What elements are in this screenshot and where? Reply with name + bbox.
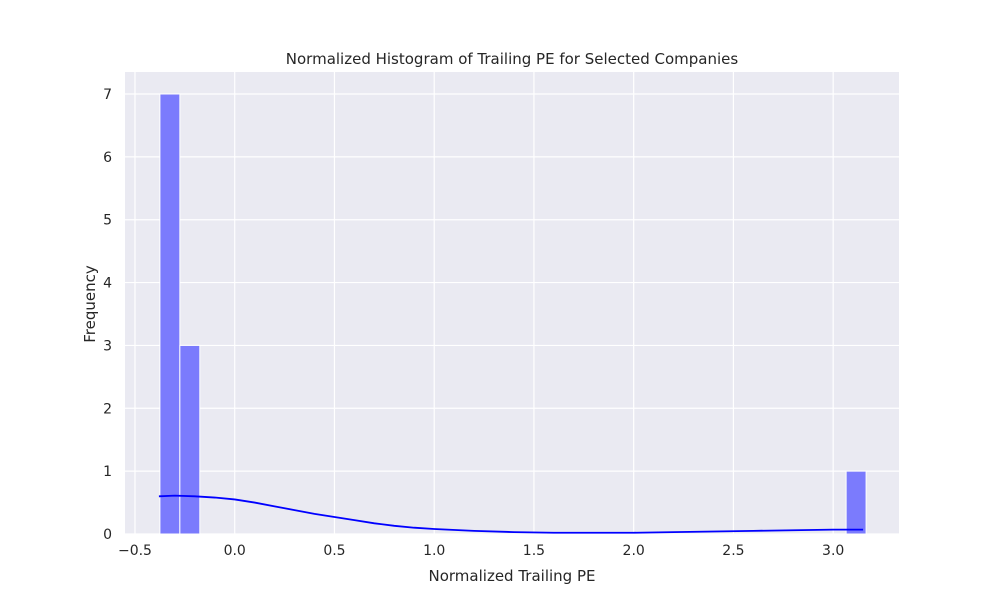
y-tick-label: 7 — [103, 87, 112, 103]
x-tick-label: 2.0 — [623, 543, 645, 559]
grid-lines — [125, 72, 899, 535]
kde-curve — [158, 494, 864, 534]
x-tick-label: 3.0 — [822, 543, 844, 559]
y-tick-label: 2 — [103, 401, 112, 417]
y-tick-label: 6 — [103, 150, 112, 166]
y-tick-label: 0 — [103, 527, 112, 543]
y-axis-ticks: 0 1 2 3 4 5 6 7 — [103, 87, 112, 543]
y-tick-label: 4 — [103, 276, 112, 292]
x-axis-ticks: −0.5 0.0 0.5 1.0 1.5 2.0 2.5 3.0 — [118, 543, 844, 559]
x-tick-label: 0.0 — [224, 543, 246, 559]
x-axis-label: Normalized Trailing PE — [429, 567, 596, 585]
x-tick-label: 2.5 — [722, 543, 744, 559]
y-axis-label: Frequency — [81, 265, 99, 343]
y-tick-label: 5 — [103, 213, 112, 229]
y-tick-label: 1 — [103, 464, 112, 480]
histogram-bar — [159, 93, 181, 535]
x-tick-label: 1.0 — [423, 543, 445, 559]
x-tick-label: 1.5 — [523, 543, 545, 559]
histogram-bar — [845, 470, 867, 535]
y-tick-label: 3 — [103, 338, 112, 354]
histogram-bars — [159, 93, 867, 535]
chart-title: Normalized Histogram of Trailing PE for … — [286, 50, 739, 68]
x-tick-label: 0.5 — [323, 543, 345, 559]
histogram-bar — [179, 344, 201, 535]
x-tick-label: −0.5 — [118, 543, 152, 559]
plot-background — [125, 72, 899, 534]
